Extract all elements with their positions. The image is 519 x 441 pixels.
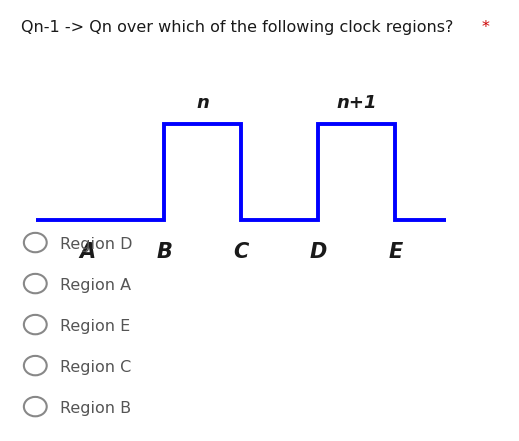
- Text: A: A: [79, 242, 95, 262]
- Text: Region A: Region A: [60, 278, 131, 293]
- Text: Region C: Region C: [60, 360, 131, 375]
- Text: D: D: [310, 242, 327, 262]
- Text: Region D: Region D: [60, 237, 132, 252]
- Text: C: C: [234, 242, 249, 262]
- Text: *: *: [482, 20, 489, 35]
- Text: n: n: [197, 94, 209, 112]
- Text: B: B: [157, 242, 172, 262]
- Text: E: E: [388, 242, 402, 262]
- Text: Region E: Region E: [60, 319, 130, 334]
- Text: Qn-1 -> Qn over which of the following clock regions?: Qn-1 -> Qn over which of the following c…: [21, 20, 458, 35]
- Text: n+1: n+1: [336, 94, 377, 112]
- Text: Region B: Region B: [60, 401, 131, 416]
